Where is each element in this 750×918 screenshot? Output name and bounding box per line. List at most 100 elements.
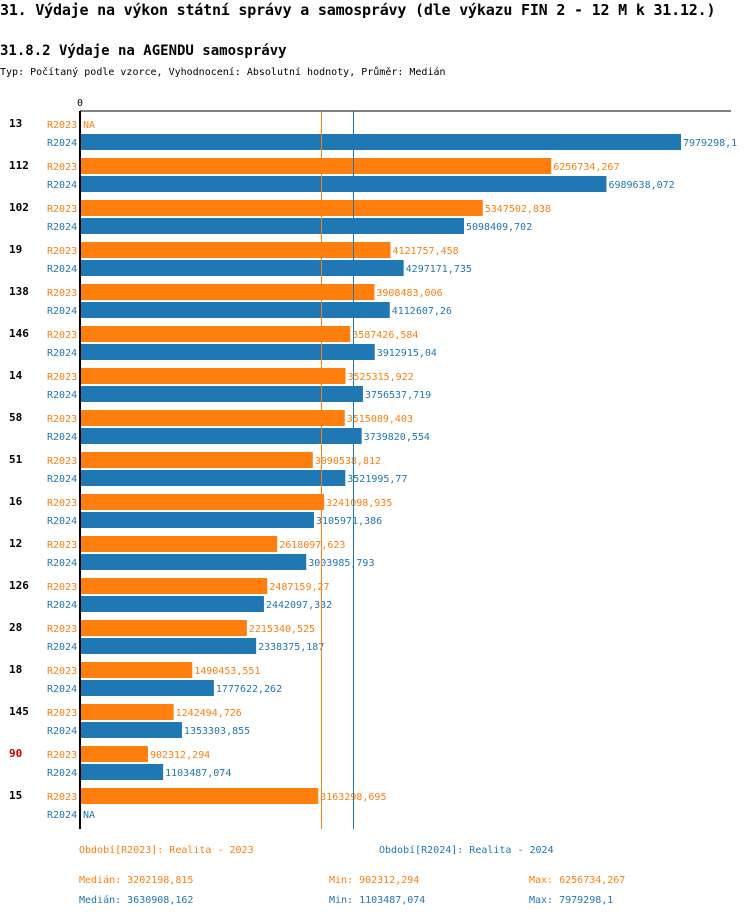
bar-r2023 [80,536,278,552]
bar-r2023 [80,704,174,720]
category-label: 126 [9,579,29,592]
value-label-r2023: 3515089,403 [347,414,413,425]
category-label: 19 [9,243,22,256]
bar-r2023 [80,200,483,216]
series-label-r2024: R2024 [47,684,77,695]
series-label-r2024: R2024 [47,138,77,149]
series-label-r2023: R2023 [47,330,77,341]
category-group: 18 R2023 1490453,551 R2024 1777622,262 [9,662,282,696]
bar-r2023 [80,410,345,426]
x-axis-zero-label: 0 [77,98,83,109]
category-group: 90 R2023 902312,294 R2024 1103487,074 [9,746,231,780]
legend-period-2023: Období[R2023]: Realita - 2023 [79,845,254,856]
bar-r2024 [80,638,257,654]
category-group: 126 R2023 2487159,27 R2024 2442097,332 [9,578,332,612]
category-group: 112 R2023 6256734,267 R2024 6989638,072 [9,158,675,192]
bar-r2023 [80,368,346,384]
bar-r2023 [80,242,391,258]
value-label-r2024: 3003985,793 [308,558,374,569]
series-label-r2023: R2023 [47,666,77,677]
bar-r2023 [80,452,313,468]
value-label-r2024: 2442097,332 [266,600,332,611]
series-label-r2024: R2024 [47,390,77,401]
series-label-r2023: R2023 [47,204,77,215]
bar-r2023 [80,746,148,762]
value-label-r2024: 6989638,072 [608,180,674,191]
category-label: 58 [9,411,22,424]
value-label-r2024: 3912915,04 [377,348,437,359]
category-group: 14 R2023 3525315,922 R2024 3756537,719 [9,368,431,402]
series-label-r2023: R2023 [47,246,77,257]
value-label-r2023: 1490453,551 [194,666,260,677]
bar-r2024 [80,680,214,696]
value-label-r2023: NA [83,120,95,131]
value-label-r2023: 6256734,267 [553,162,619,173]
category-group: 102 R2023 5347502,838 R2024 5098409,702 [9,200,551,234]
bar-r2024 [80,260,404,276]
series-label-r2023: R2023 [47,372,77,383]
bar-r2024 [80,554,307,570]
chart-type-description: Typ: Počítaný podle vzorce, Vyhodnocení:… [0,67,446,78]
series-label-r2024: R2024 [47,768,77,779]
category-label: 90 [9,747,22,760]
bar-r2024 [80,134,681,150]
series-label-r2024: R2024 [47,306,77,317]
bar-r2024 [80,386,363,402]
series-label-r2023: R2023 [47,708,77,719]
max-2023: Max: 6256734,267 [529,875,626,886]
category-group: 58 R2023 3515089,403 R2024 3739820,554 [9,410,430,444]
series-label-r2023: R2023 [47,540,77,551]
value-label-r2023: 2215340,525 [249,624,315,635]
bar-r2023 [80,326,351,342]
value-label-r2023: 5347502,838 [485,204,551,215]
series-label-r2023: R2023 [47,456,77,467]
series-label-r2024: R2024 [47,516,77,527]
series-label-r2024: R2024 [47,558,77,569]
value-label-r2023: 3241098,935 [326,498,392,509]
bar-r2023 [80,620,247,636]
bar-r2024 [80,764,164,780]
category-label: 18 [9,663,22,676]
category-group: 28 R2023 2215340,525 R2024 2338375,187 [9,620,324,654]
bar-r2023 [80,578,268,594]
series-label-r2023: R2023 [47,120,77,131]
category-group: 146 R2023 3587426,584 R2024 3912915,04 [9,326,437,360]
series-label-r2023: R2023 [47,414,77,425]
series-label-r2023: R2023 [47,624,77,635]
value-label-r2024: 5098409,702 [466,222,532,233]
median-2023: Medián: 3202198,815 [79,875,194,886]
value-label-r2023: 3525315,922 [348,372,414,383]
series-label-r2024: R2024 [47,180,77,191]
category-label: 112 [9,159,29,172]
series-label-r2024: R2024 [47,348,77,359]
value-label-r2024: 4297171,735 [406,264,472,275]
series-label-r2023: R2023 [47,582,77,593]
category-label: 12 [9,537,22,550]
chart-subtitle: 31.8.2 Výdaje na AGENDU samosprávy [0,43,287,59]
value-label-r2023: 902312,294 [150,750,210,761]
category-group: 19 R2023 4121757,458 R2024 4297171,735 [9,242,472,276]
bar-r2024 [80,596,264,612]
bar-r2024 [80,428,362,444]
category-label: 13 [9,117,22,130]
value-label-r2024: 3756537,719 [365,390,431,401]
series-label-r2024: R2024 [47,810,77,821]
category-group: 138 R2023 3908483,006 R2024 4112607,26 [9,284,452,318]
category-label: 14 [9,369,23,382]
series-label-r2024: R2024 [47,264,77,275]
category-label: 145 [9,705,29,718]
bar-r2024 [80,722,182,738]
min-2023: Min: 902312,294 [329,875,420,886]
series-label-r2023: R2023 [47,162,77,173]
max-2024: Max: 7979298,1 [529,895,614,906]
value-label-r2023: 2618097,623 [279,540,345,551]
series-label-r2023: R2023 [47,288,77,299]
category-group: 145 R2023 1242494,726 R2024 1353303,855 [9,704,250,738]
value-label-r2024: 3521995,77 [347,474,407,485]
value-label-r2024: NA [83,810,95,821]
bar-r2023 [80,494,325,510]
value-label-r2023: 4121757,458 [392,246,458,257]
category-label: 146 [9,327,29,340]
